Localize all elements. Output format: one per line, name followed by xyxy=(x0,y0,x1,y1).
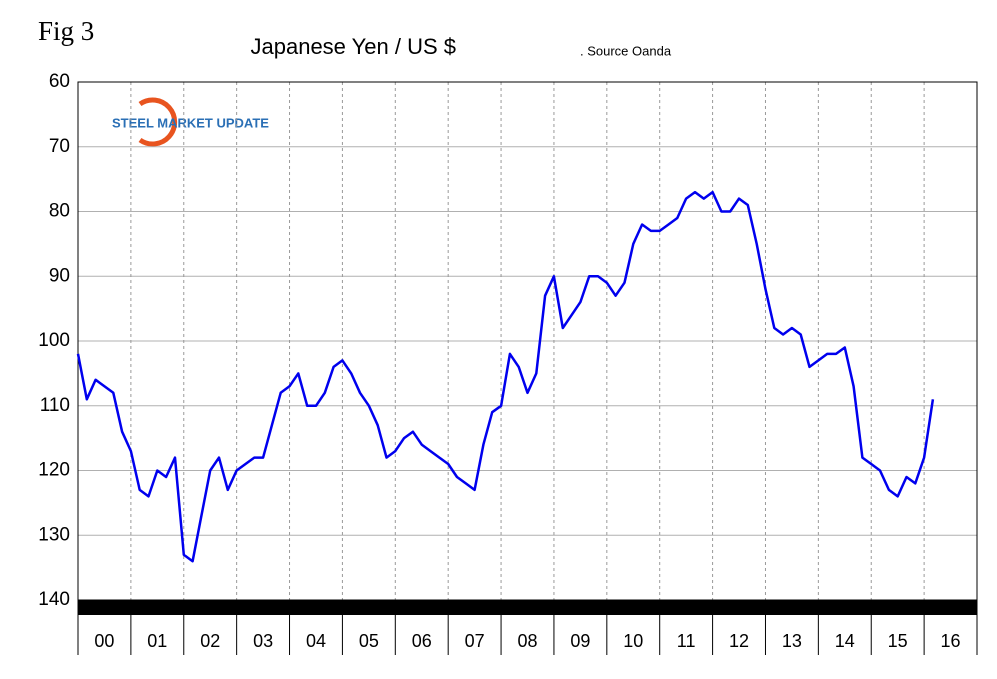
figure-label: Fig 3 xyxy=(38,16,94,46)
chart-subtitle: . Source Oanda xyxy=(580,43,672,58)
x-tick-label: 06 xyxy=(412,631,432,651)
y-tick-label: 60 xyxy=(49,71,70,92)
chart-title: Japanese Yen / US $ xyxy=(251,34,457,59)
x-tick-label: 09 xyxy=(570,631,590,651)
y-tick-label: 130 xyxy=(38,524,70,545)
x-tick-label: 16 xyxy=(941,631,961,651)
x-tick-label: 14 xyxy=(835,631,855,651)
x-tick-label: 03 xyxy=(253,631,273,651)
y-tick-label: 140 xyxy=(38,589,70,610)
logo-swoosh xyxy=(138,97,178,147)
x-tick-label: 08 xyxy=(517,631,537,651)
y-tick-label: 100 xyxy=(38,330,70,351)
x-tick-label: 05 xyxy=(359,631,379,651)
x-tick-label: 15 xyxy=(888,631,908,651)
logo-text: STEEL MARKET UPDATE xyxy=(112,115,269,130)
x-tick-label: 11 xyxy=(677,631,696,651)
logo: STEEL MARKET UPDATE xyxy=(112,97,269,147)
data-line xyxy=(76,190,935,563)
y-tick-label: 120 xyxy=(38,460,70,481)
x-tick-label: 02 xyxy=(200,631,220,651)
x-tick-label: 13 xyxy=(782,631,802,651)
x-tick-label: 04 xyxy=(306,631,326,651)
y-tick-label: 70 xyxy=(49,136,70,157)
x-tick-label: 12 xyxy=(729,631,749,651)
x-tick-label: 07 xyxy=(465,631,485,651)
axis-bar xyxy=(78,600,977,615)
y-tick-label: 110 xyxy=(40,395,70,416)
x-tick-label: 10 xyxy=(623,631,643,651)
y-tick-label: 90 xyxy=(49,265,70,286)
x-tick-label: 01 xyxy=(147,631,167,651)
x-tick-label: 00 xyxy=(94,631,114,651)
y-tick-label: 80 xyxy=(49,201,70,222)
